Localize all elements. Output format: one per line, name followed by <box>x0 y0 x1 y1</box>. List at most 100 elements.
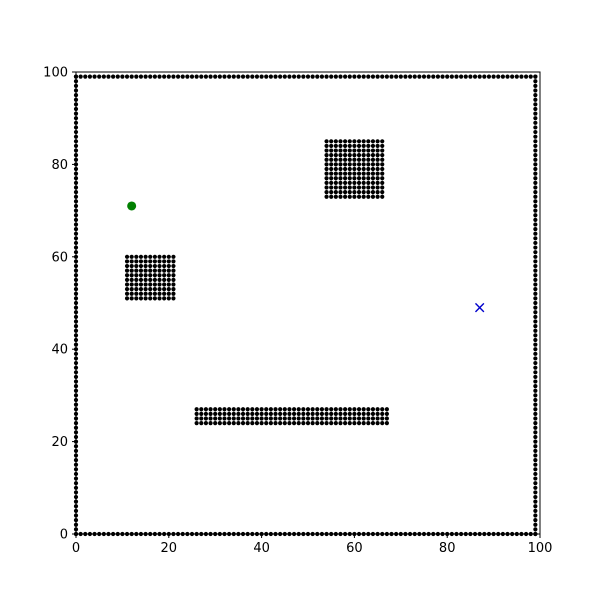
obstacle-point <box>361 180 366 185</box>
obstacle-point <box>124 296 130 301</box>
obstacle-point <box>343 157 348 162</box>
x-tick-label: 40 <box>253 541 270 556</box>
obstacle-point <box>361 416 366 421</box>
obstacle-point <box>296 407 301 412</box>
obstacle-point <box>380 190 385 195</box>
obstacle-point <box>375 171 380 176</box>
obstacle-point <box>124 291 130 296</box>
obstacle-point <box>171 254 176 259</box>
obstacle-point <box>440 74 445 79</box>
obstacle-point <box>533 231 538 236</box>
obstacle-point <box>129 296 134 301</box>
obstacle-point <box>138 74 144 79</box>
obstacle-point <box>533 453 538 458</box>
obstacle-point <box>305 421 311 426</box>
obstacle-point <box>315 411 320 416</box>
obstacle-point <box>384 421 389 426</box>
obstacle-point <box>231 407 236 412</box>
obstacle-point <box>124 268 130 273</box>
obstacle-point <box>324 74 329 79</box>
obstacle-point <box>366 162 371 167</box>
obstacle-point <box>338 176 343 181</box>
obstacle-point <box>124 273 130 278</box>
obstacle-point <box>231 411 236 416</box>
obstacle-point <box>194 74 199 79</box>
obstacle-point <box>282 411 287 416</box>
obstacle-point <box>152 268 157 273</box>
obstacle-point <box>533 347 538 352</box>
obstacle-point <box>129 282 134 287</box>
obstacle-point <box>338 194 343 199</box>
obstacle-point <box>380 153 385 158</box>
obstacle-point <box>231 74 236 79</box>
obstacle-point <box>148 268 153 273</box>
obstacle-point <box>380 176 385 181</box>
x-axis: 0 20 40 60 80 100 <box>72 534 552 556</box>
obstacle-point <box>533 88 538 93</box>
obstacle-point <box>240 411 246 416</box>
obstacle-point <box>217 416 222 421</box>
obstacle-point <box>347 171 352 176</box>
obstacle-point <box>282 421 287 426</box>
obstacle-point <box>454 74 459 79</box>
obstacle-point <box>194 407 199 412</box>
obstacle-point <box>217 74 222 79</box>
obstacle-point <box>157 268 162 273</box>
obstacle-point <box>134 273 139 278</box>
obstacle-point <box>347 194 352 199</box>
obstacle-point <box>329 421 334 426</box>
obstacle-point <box>533 324 538 329</box>
obstacle-point <box>361 139 366 144</box>
obstacle-point <box>338 407 343 412</box>
obstacle-point <box>78 74 83 79</box>
obstacle-point <box>329 171 334 176</box>
obstacle-point <box>171 282 176 287</box>
obstacle-point <box>352 166 357 172</box>
obstacle-point <box>338 166 343 172</box>
obstacle-point <box>264 411 269 416</box>
obstacle-point <box>213 421 218 426</box>
obstacle-point <box>324 148 329 153</box>
obstacle-point <box>384 416 389 421</box>
obstacle-point <box>278 421 283 426</box>
obstacle-point <box>319 407 325 412</box>
obstacle-point <box>338 416 343 421</box>
obstacle-point <box>352 411 357 416</box>
obstacle-point <box>152 254 157 259</box>
obstacle-point <box>333 153 338 158</box>
obstacle-point <box>148 277 153 282</box>
obstacle-point <box>213 416 218 421</box>
obstacle-point <box>324 190 329 195</box>
obstacle-point <box>407 74 413 79</box>
obstacle-point <box>356 190 362 195</box>
obstacle-point <box>370 176 376 181</box>
obstacle-point <box>171 287 176 292</box>
obstacle-point <box>533 190 538 195</box>
obstacle-point <box>152 277 157 282</box>
obstacle-point <box>208 411 213 416</box>
obstacle-point <box>333 194 338 199</box>
obstacle-point <box>352 162 357 167</box>
y-tick-label: 60 <box>51 250 68 265</box>
obstacle-point <box>143 291 148 296</box>
obstacle-point <box>533 421 538 426</box>
obstacle-point <box>189 74 195 79</box>
obstacle-point <box>143 254 148 259</box>
obstacle-point <box>361 162 366 167</box>
obstacle-point <box>324 411 329 416</box>
obstacle-point <box>148 291 153 296</box>
obstacle-point <box>324 180 329 185</box>
obstacle-point <box>120 74 125 79</box>
obstacle-point <box>236 416 241 421</box>
obstacle-point <box>375 190 380 195</box>
obstacle-point <box>97 74 102 79</box>
obstacle-point <box>338 180 343 185</box>
obstacle-point <box>329 176 334 181</box>
obstacle-point <box>291 407 297 412</box>
obstacle-point <box>129 277 134 282</box>
obstacle-point <box>324 153 329 158</box>
obstacle-point <box>533 397 538 403</box>
obstacle-point <box>227 74 232 79</box>
obstacle-point <box>366 411 371 416</box>
x-tick-label: 60 <box>346 541 363 556</box>
